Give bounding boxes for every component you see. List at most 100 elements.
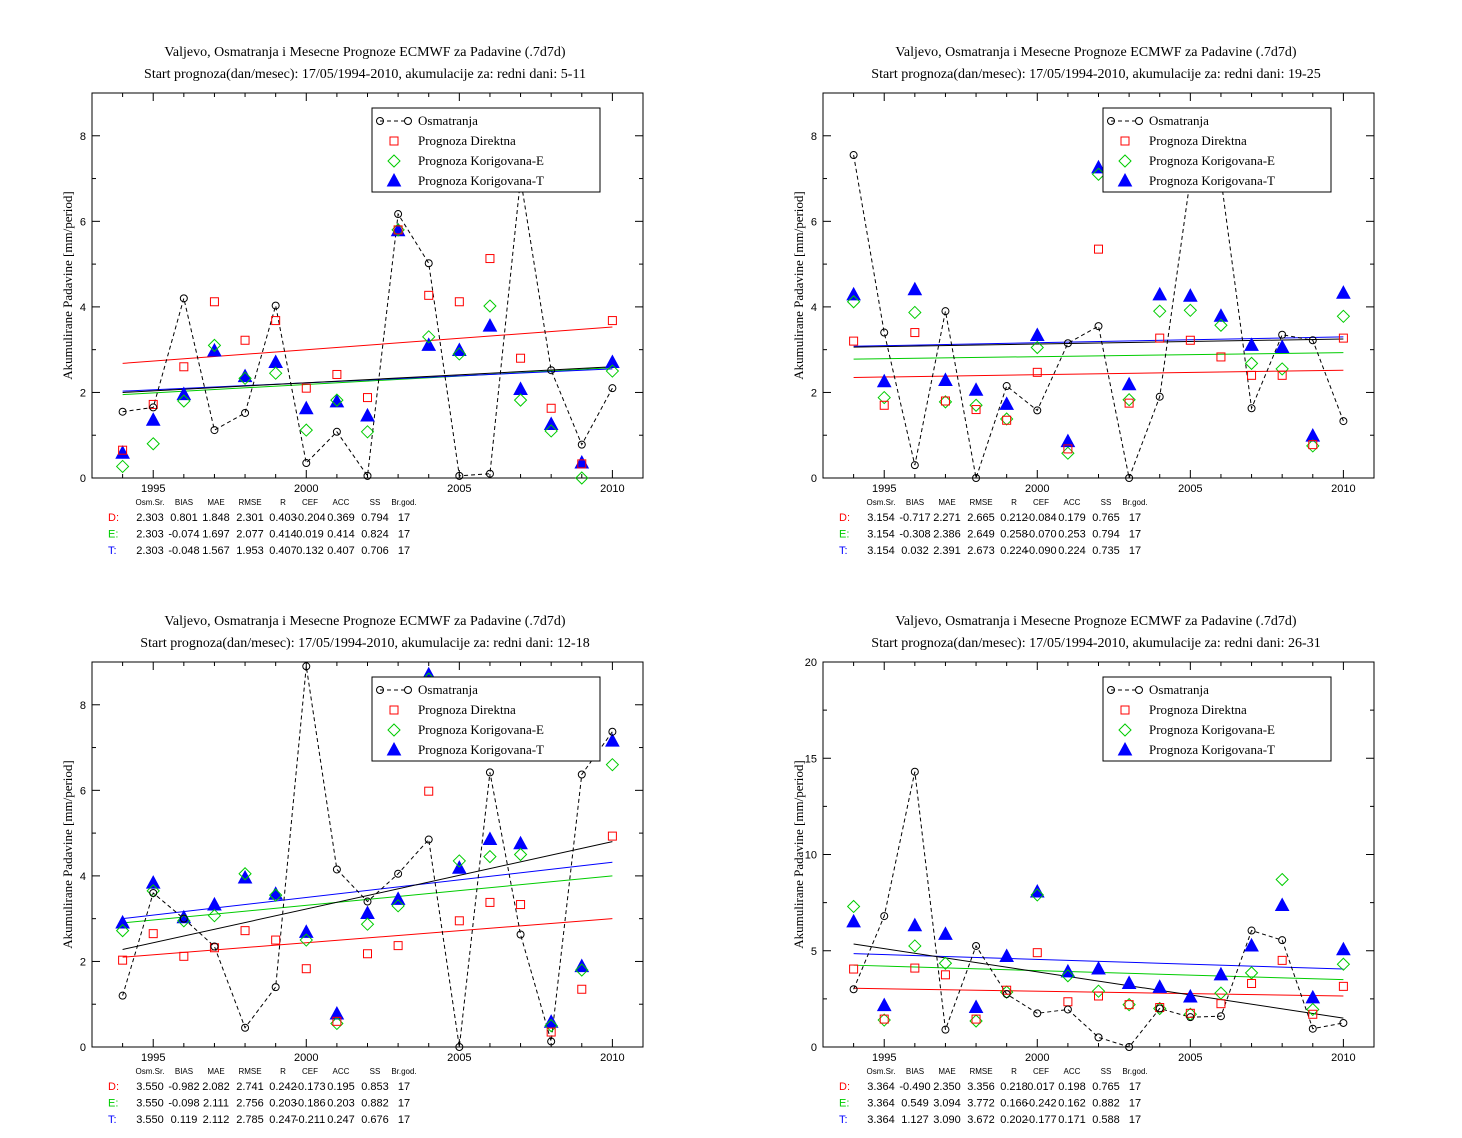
stats-value: 0.765 — [1092, 1081, 1120, 1093]
legend-label-obs: Osmatranja — [418, 682, 478, 697]
data-point-obs — [271, 301, 280, 310]
stats-row-label: E: — [108, 1098, 118, 1110]
data-point-corr-e — [238, 371, 252, 386]
stats-row-label: T: — [839, 1114, 848, 1126]
legend-swatch-marker — [1135, 686, 1143, 694]
stats-value: 17 — [1129, 1114, 1141, 1126]
stats-value: 3.090 — [933, 1114, 961, 1126]
data-point-corr-t — [298, 400, 314, 415]
stats-value: 1.567 — [202, 545, 230, 557]
stats-value: 0.407 — [269, 545, 297, 557]
data-point-corr-t — [938, 372, 953, 386]
chart-subtitle: Start prognoza(dan/mesec): 17/05/1994-20… — [144, 67, 586, 82]
data-point-obs — [577, 770, 586, 779]
data-point-corr-t — [1336, 285, 1351, 299]
x-tick-label: 1995 — [872, 483, 896, 495]
legend-box — [371, 676, 601, 762]
data-point-corr-t — [360, 407, 375, 422]
chart-panel-days-12-18: Valjevo, Osmatranja i Mesecne Prognoze E… — [0, 569, 731, 1138]
legend-swatch-marker — [1107, 686, 1115, 694]
stats-value: 3.772 — [967, 1098, 995, 1110]
data-point-direct — [393, 941, 403, 951]
data-point-obs — [880, 912, 889, 921]
data-point-direct — [1032, 948, 1042, 958]
data-point-obs — [118, 407, 127, 416]
stats-header: Osm.Sr. — [136, 1067, 165, 1076]
data-point-direct — [577, 459, 587, 469]
y-tick-label: 10 — [805, 850, 817, 862]
legend-swatch-marker — [376, 117, 384, 125]
legend-label-corr-t: Prognoza Korigovana-T — [1149, 173, 1275, 188]
data-point-direct — [1216, 999, 1226, 1009]
y-tick-label: 0 — [80, 473, 86, 485]
data-point-corr-t — [907, 917, 923, 932]
data-point-corr-t — [1152, 979, 1168, 993]
stats-value: 0.198 — [1058, 1081, 1086, 1093]
y-tick-label: 2 — [80, 956, 86, 968]
data-point-corr-t — [1274, 339, 1290, 354]
data-point-corr-e — [877, 390, 891, 405]
data-point-corr-t — [1029, 883, 1045, 898]
data-point-obs — [1002, 382, 1011, 391]
legend-swatch-marker — [404, 686, 412, 694]
data-point-direct — [301, 964, 311, 974]
data-point-corr-t — [145, 412, 161, 426]
data-point-obs — [394, 210, 403, 219]
data-point-corr-e — [207, 908, 222, 923]
stats-value: 2.649 — [967, 529, 995, 541]
data-point-corr-e — [1214, 986, 1228, 1000]
y-axis-label: Akumulirane Padavine [mm/period] — [791, 760, 806, 948]
data-point-obs — [1033, 406, 1042, 415]
stats-value: -0.308 — [899, 529, 930, 541]
chart-title: Valjevo, Osmatranja i Mesecne Prognoze E… — [164, 45, 566, 60]
data-point-corr-t — [968, 382, 984, 396]
legend-label-corr-t: Prognoza Korigovana-T — [418, 742, 544, 757]
data-point-corr-e — [605, 757, 620, 772]
data-point-direct — [1063, 997, 1073, 1007]
data-point-obs — [1339, 417, 1348, 426]
y-tick-label: 0 — [811, 473, 817, 485]
stats-value: 0.369 — [327, 512, 355, 524]
y-tick-label: 0 — [811, 1042, 817, 1054]
data-point-direct — [424, 290, 434, 300]
stats-value: -0.084 — [1025, 512, 1056, 524]
y-axis-label: Akumulirane Padavine [mm/period] — [791, 191, 806, 379]
legend-swatch-marker — [1107, 117, 1115, 125]
stats-header: ACC — [1064, 1067, 1081, 1076]
data-point-direct — [849, 964, 859, 974]
stats-value: 3.550 — [136, 1098, 164, 1110]
data-point-direct — [1155, 333, 1165, 343]
stats-value: 0.195 — [327, 1081, 355, 1093]
data-point-corr-t — [605, 733, 620, 747]
legend-label-corr-t: Prognoza Korigovana-T — [418, 173, 544, 188]
stats-value: 2.386 — [933, 529, 961, 541]
legend-swatch-marker — [1117, 741, 1133, 756]
stats-header: Br.god. — [391, 498, 416, 507]
legend-swatch-marker — [376, 686, 384, 694]
stats-value: 0.794 — [361, 512, 389, 524]
stats-value: 1.953 — [236, 545, 264, 557]
data-point-corr-e — [330, 393, 344, 407]
stats-row-label: E: — [839, 1098, 849, 1110]
stats-value: -0.490 — [899, 1081, 930, 1093]
stats-value: 17 — [398, 512, 410, 524]
data-point-direct — [1277, 370, 1287, 380]
data-point-direct — [240, 335, 250, 345]
y-tick-label: 4 — [80, 871, 86, 883]
data-point-direct — [424, 786, 434, 796]
data-point-direct — [148, 929, 158, 939]
stats-value: 3.364 — [867, 1098, 895, 1110]
data-point-direct — [332, 1016, 342, 1026]
data-point-direct — [1185, 1008, 1195, 1018]
data-point-obs — [1247, 926, 1256, 935]
data-point-corr-t — [1182, 288, 1198, 302]
stats-value: -0.074 — [168, 529, 199, 541]
stats-row-label: D: — [108, 1081, 119, 1093]
data-point-direct — [1308, 1009, 1318, 1019]
stats-value: 17 — [1129, 529, 1141, 541]
trend-line — [853, 352, 1344, 360]
trend-line — [853, 336, 1344, 347]
data-point-obs — [849, 151, 858, 160]
data-point-corr-t — [268, 354, 284, 368]
